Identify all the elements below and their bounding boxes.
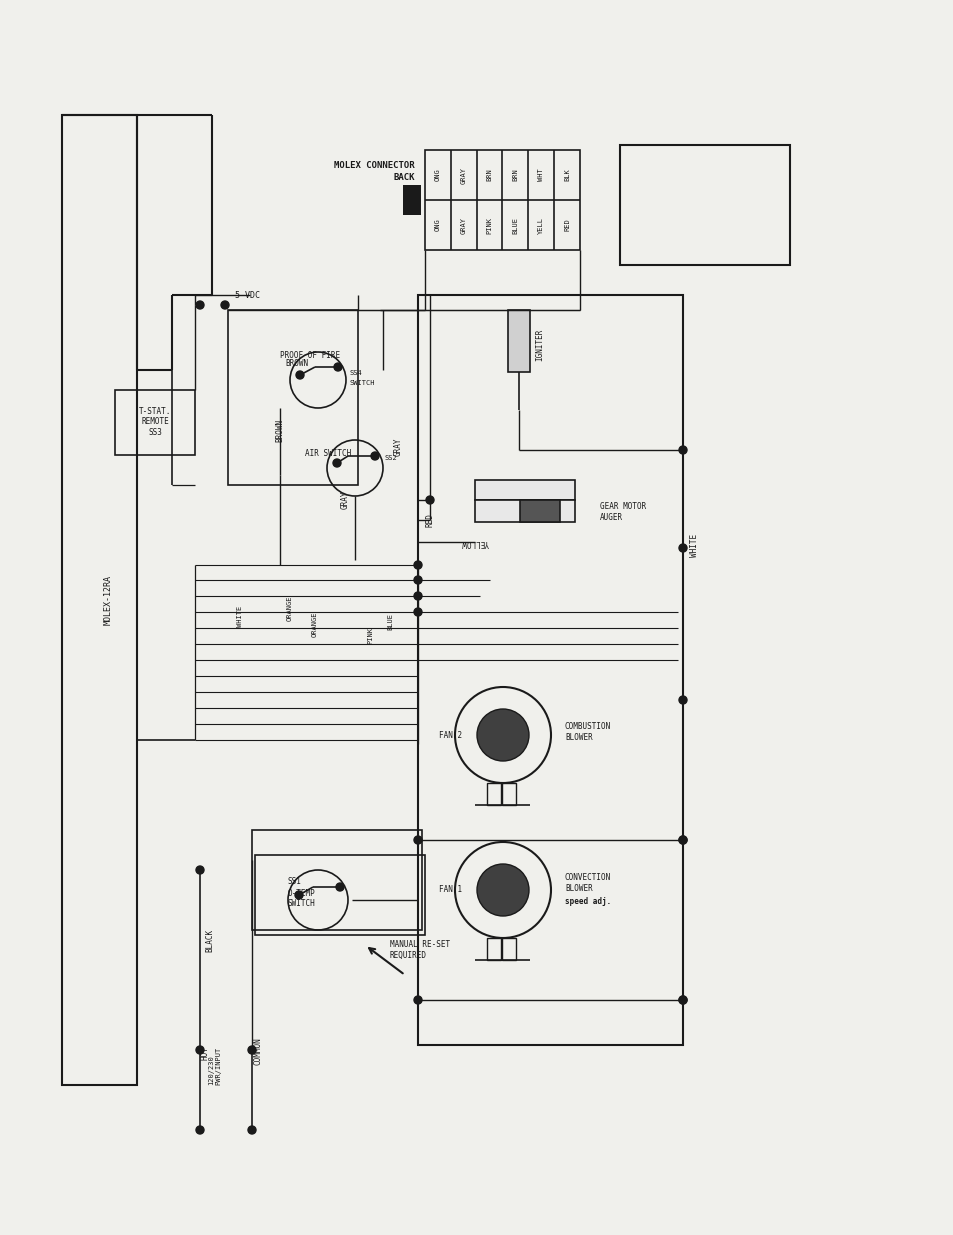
Text: ORANGE: ORANGE — [312, 611, 317, 637]
Text: COMBUSTION
BLOWER: COMBUSTION BLOWER — [564, 722, 611, 742]
Text: COMMON: COMMON — [253, 1037, 262, 1065]
Text: PINK: PINK — [486, 216, 492, 233]
Bar — [424, 149, 579, 249]
Circle shape — [679, 995, 686, 1004]
Circle shape — [426, 496, 434, 504]
Circle shape — [679, 995, 686, 1004]
Circle shape — [195, 866, 204, 874]
Text: SS4: SS4 — [350, 370, 362, 375]
Text: BLK: BLK — [563, 169, 570, 182]
Circle shape — [371, 452, 378, 459]
Bar — [519, 500, 559, 522]
Bar — [402, 185, 420, 215]
Text: RED: RED — [425, 513, 434, 527]
Text: MANUAL RE-SET
REQUIRED: MANUAL RE-SET REQUIRED — [390, 940, 450, 960]
Circle shape — [476, 709, 529, 761]
Text: ONG: ONG — [435, 169, 440, 182]
Text: CONVECTION
BLOWER: CONVECTION BLOWER — [564, 873, 611, 893]
Text: GRAY: GRAY — [340, 490, 349, 509]
Circle shape — [335, 883, 344, 890]
Circle shape — [679, 697, 686, 704]
Text: SS1: SS1 — [288, 878, 301, 887]
Text: BROWN: BROWN — [285, 359, 308, 368]
Text: BLACK: BLACK — [205, 929, 214, 951]
Bar — [507, 310, 530, 372]
Text: AIR SWITCH: AIR SWITCH — [305, 448, 351, 457]
Bar — [62, 115, 137, 1086]
Circle shape — [414, 592, 421, 600]
Text: WHT: WHT — [537, 169, 543, 182]
Circle shape — [679, 836, 686, 844]
Text: WHITE: WHITE — [690, 534, 699, 557]
Bar — [486, 939, 500, 960]
Bar — [475, 500, 575, 522]
Text: PINK: PINK — [367, 627, 373, 645]
Circle shape — [221, 301, 229, 309]
Circle shape — [476, 864, 529, 916]
Bar — [486, 783, 500, 805]
Text: FAN 2: FAN 2 — [438, 730, 461, 740]
Circle shape — [679, 543, 686, 552]
Text: YELLOW: YELLOW — [460, 537, 488, 547]
Circle shape — [248, 1126, 255, 1134]
Text: BLUE: BLUE — [512, 216, 517, 233]
Text: BROWN: BROWN — [275, 419, 284, 442]
Text: MOLEX CONNECTOR: MOLEX CONNECTOR — [334, 161, 415, 169]
Circle shape — [679, 836, 686, 844]
Text: BLUE: BLUE — [387, 613, 393, 630]
Text: BACK: BACK — [393, 173, 415, 183]
Circle shape — [195, 1126, 204, 1134]
Text: GRAY: GRAY — [460, 216, 466, 233]
Circle shape — [195, 1046, 204, 1053]
Text: SS2: SS2 — [385, 454, 397, 461]
Bar — [475, 480, 575, 500]
Bar — [254, 855, 424, 935]
Bar — [228, 310, 357, 485]
Text: BRN: BRN — [512, 169, 517, 182]
Circle shape — [679, 446, 686, 454]
Text: MOLEX-12RA: MOLEX-12RA — [103, 576, 112, 625]
Text: ORANGE: ORANGE — [287, 595, 293, 621]
Text: FAN 1: FAN 1 — [438, 885, 461, 894]
Text: SWITCH: SWITCH — [350, 380, 375, 387]
Text: 5 VDC: 5 VDC — [234, 290, 260, 300]
Circle shape — [295, 370, 304, 379]
Circle shape — [333, 459, 340, 467]
Text: GRAY: GRAY — [460, 167, 466, 184]
Circle shape — [294, 890, 303, 899]
Circle shape — [414, 836, 421, 844]
Circle shape — [414, 608, 421, 616]
Text: WHITE: WHITE — [236, 605, 243, 626]
Bar — [252, 830, 421, 930]
Text: BRN: BRN — [486, 169, 492, 182]
Circle shape — [414, 995, 421, 1004]
Bar — [501, 939, 516, 960]
Text: GRAY: GRAY — [393, 437, 402, 456]
Bar — [619, 144, 789, 266]
Text: PROOF OF FIRE: PROOF OF FIRE — [280, 351, 340, 359]
Bar — [417, 295, 682, 1045]
Text: speed adj.: speed adj. — [564, 898, 611, 906]
Circle shape — [334, 363, 341, 370]
Circle shape — [195, 301, 204, 309]
Text: IGNITER: IGNITER — [535, 329, 544, 361]
Bar — [115, 390, 194, 454]
Text: RED: RED — [563, 219, 570, 231]
Text: GEAR MOTOR
AUGER: GEAR MOTOR AUGER — [599, 503, 645, 521]
Circle shape — [248, 1046, 255, 1053]
Text: ONG: ONG — [435, 219, 440, 231]
Bar — [501, 783, 516, 805]
Text: YELL: YELL — [537, 216, 543, 233]
Circle shape — [414, 576, 421, 584]
Text: T-STAT.
REMOTE
SS3: T-STAT. REMOTE SS3 — [139, 408, 171, 437]
Circle shape — [414, 561, 421, 569]
Text: SWITCH: SWITCH — [288, 899, 315, 909]
Text: O-TEMP: O-TEMP — [288, 888, 315, 898]
Text: HOT: HOT — [200, 1046, 210, 1060]
Text: 120/230
PWR/INPUT: 120/230 PWR/INPUT — [209, 1047, 221, 1086]
